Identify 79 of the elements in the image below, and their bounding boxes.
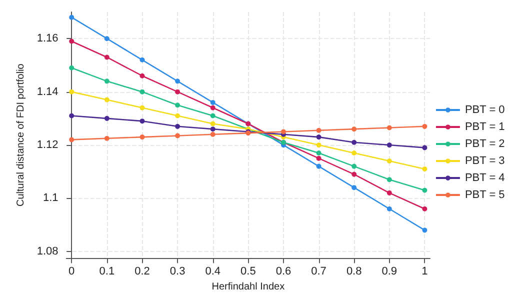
y-axis-title: Cultural distance of FDI portfolio: [16, 63, 26, 206]
point: [316, 164, 322, 169]
x-tick-label: 0.1: [99, 266, 115, 278]
point: [386, 190, 392, 196]
point: [210, 126, 216, 132]
point: [69, 113, 74, 118]
point: [104, 97, 110, 102]
y-tick-label: 1.14: [36, 86, 58, 98]
point: [352, 185, 357, 190]
x-tick-label: 0.2: [134, 266, 150, 278]
y-tick-label: 1.1: [43, 192, 58, 204]
x-tick-label: 0.5: [240, 266, 256, 278]
point: [352, 140, 357, 145]
x-tick-label: 0.4: [205, 266, 220, 278]
legend-label: PBT = 5: [464, 189, 505, 201]
x-tick-label: 1: [422, 266, 428, 278]
point: [140, 105, 145, 110]
x-tick-label: 0.8: [346, 266, 362, 278]
point: [104, 54, 110, 60]
point: [175, 102, 180, 108]
point: [140, 57, 145, 62]
y-tick-label: 1.12: [36, 139, 58, 152]
point: [316, 142, 322, 148]
point: [386, 125, 392, 130]
point: [69, 137, 74, 142]
legend-label: PBT = 2: [464, 138, 505, 150]
point: [422, 166, 428, 172]
y-tick-label: 1.16: [36, 32, 58, 45]
point: [352, 126, 357, 132]
point: [175, 133, 180, 138]
point: [140, 73, 145, 78]
point: [104, 136, 110, 141]
point: [422, 124, 428, 129]
x-tick-label: 0: [68, 266, 75, 278]
legend-label: PBT = 4: [464, 172, 505, 184]
x-tick-label: 0.3: [170, 266, 186, 278]
point: [386, 158, 392, 164]
point: [69, 89, 74, 94]
point: [316, 150, 322, 156]
x-tick-label: 0.7: [311, 266, 326, 278]
point: [422, 206, 428, 212]
point: [210, 121, 216, 126]
point: [352, 164, 357, 169]
point: [69, 14, 74, 20]
point: [210, 132, 216, 137]
x-tick-label: 0.9: [382, 266, 398, 278]
point: [280, 129, 286, 134]
point: [175, 78, 180, 84]
point: [386, 206, 392, 212]
point: [422, 145, 428, 150]
point: [352, 172, 357, 177]
point: [316, 128, 322, 133]
point: [386, 142, 392, 148]
point: [140, 134, 145, 140]
legend-label: PBT = 1: [464, 121, 505, 133]
point: [422, 228, 428, 233]
point: [210, 100, 216, 105]
point: [140, 89, 145, 94]
point: [316, 156, 322, 161]
x-tick-label: 0.6: [276, 266, 292, 278]
point: [140, 118, 145, 124]
legend-label: PBT = 3: [464, 155, 505, 167]
point: [175, 124, 180, 129]
point: [175, 113, 180, 118]
point: [175, 89, 180, 94]
y-tick-label: 1.08: [36, 245, 58, 258]
legend-label: PBT = 0: [464, 104, 505, 116]
point: [104, 36, 110, 42]
point: [210, 105, 216, 110]
point: [69, 65, 74, 70]
point: [422, 188, 428, 193]
point: [210, 113, 216, 118]
x-axis-title: Herfindahl Index: [212, 282, 285, 292]
point: [386, 177, 392, 182]
point: [104, 116, 110, 121]
point: [104, 78, 110, 84]
point: [352, 150, 357, 156]
point: [69, 38, 74, 44]
point: [316, 134, 322, 140]
